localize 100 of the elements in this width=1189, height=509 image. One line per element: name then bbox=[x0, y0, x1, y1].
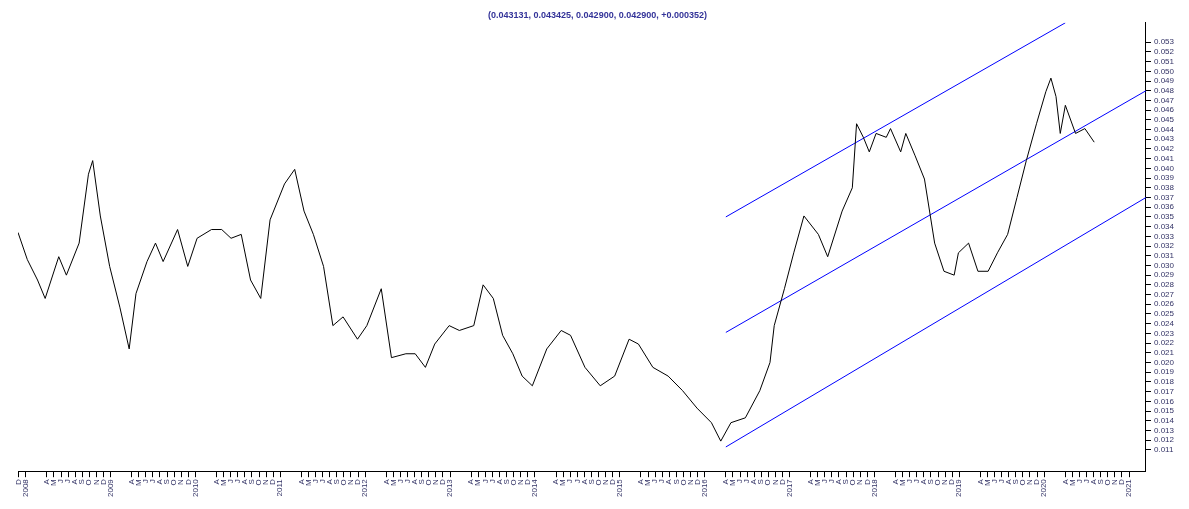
x-tick-label: M bbox=[1067, 478, 1077, 486]
y-tick-label: 0.048 bbox=[1153, 85, 1175, 95]
y-tick-label: 0.035 bbox=[1153, 212, 1175, 222]
x-tick-label: D bbox=[98, 478, 108, 485]
x-tick-label: N bbox=[261, 478, 271, 485]
x-tick-label: J bbox=[904, 479, 914, 484]
y-tick-label: 0.037 bbox=[1153, 192, 1175, 202]
x-tick-label: D bbox=[777, 478, 787, 485]
x-tick-label: N bbox=[431, 478, 441, 485]
x-tick-label: 2020 bbox=[1039, 478, 1049, 497]
x-tick-label: J bbox=[650, 479, 660, 484]
x-tick-label: A bbox=[1088, 478, 1098, 485]
x-tick-label: J bbox=[1074, 479, 1084, 484]
x-tick-label: 2013 bbox=[445, 478, 455, 497]
y-tick-label: 0.027 bbox=[1153, 289, 1175, 299]
x-tick-label: 2010 bbox=[190, 478, 200, 497]
x-tick-label: A bbox=[1003, 478, 1013, 485]
x-tick-label: 2021 bbox=[1124, 478, 1134, 497]
x-tick-label: J bbox=[395, 479, 405, 484]
x-tick-label: 2019 bbox=[954, 478, 964, 497]
y-tick-label: 0.028 bbox=[1153, 280, 1175, 290]
x-tick-label: A bbox=[1060, 478, 1070, 485]
x-tick-label: J bbox=[996, 479, 1006, 484]
x-tick-label: J bbox=[233, 479, 243, 484]
y-tick-label: 0.049 bbox=[1153, 76, 1175, 86]
y-tick-label: 0.030 bbox=[1153, 260, 1175, 270]
x-tick-label: A bbox=[211, 478, 221, 485]
x-tick-label: D bbox=[1117, 478, 1127, 485]
y-tick-label: 0.033 bbox=[1153, 231, 1175, 241]
x-tick-label: A bbox=[155, 478, 165, 485]
x-tick-label: D bbox=[862, 478, 872, 485]
y-tick-label: 0.024 bbox=[1153, 318, 1175, 328]
x-tick-label: M bbox=[49, 478, 59, 486]
y-tick-label: 0.043 bbox=[1153, 134, 1175, 144]
x-tick-label: A bbox=[834, 478, 844, 485]
x-tick-label: N bbox=[515, 478, 525, 485]
y-tick-label: 0.013 bbox=[1153, 425, 1175, 435]
x-tick-label: J bbox=[742, 479, 752, 484]
x-tick-label: D bbox=[947, 478, 957, 485]
x-tick-label: N bbox=[770, 478, 780, 485]
x-tick-label: J bbox=[565, 479, 575, 484]
x-tick-label: O bbox=[1102, 479, 1112, 486]
y-tick-label: 0.039 bbox=[1153, 173, 1175, 183]
x-tick-label: J bbox=[1081, 479, 1091, 484]
x-tick-label: N bbox=[91, 478, 101, 485]
x-tick-label: S bbox=[501, 479, 511, 485]
x-tick-label: D bbox=[13, 478, 23, 485]
x-tick-label: J bbox=[63, 479, 73, 484]
x-tick-label: A bbox=[324, 478, 334, 485]
x-tick-label: M bbox=[812, 478, 822, 486]
x-tick-label: J bbox=[487, 479, 497, 484]
x-tick-label: J bbox=[989, 479, 999, 484]
x-tick-label: J bbox=[141, 479, 151, 484]
x-tick-label: A bbox=[240, 478, 250, 485]
y-tick-label: 0.052 bbox=[1153, 47, 1175, 57]
x-tick-label: A bbox=[890, 478, 900, 485]
x-tick-label: O bbox=[508, 479, 518, 486]
y-tick-label: 0.016 bbox=[1153, 396, 1175, 406]
x-tick-label: O bbox=[424, 479, 433, 486]
x-tick-label: S bbox=[77, 479, 87, 485]
x-tick-label: O bbox=[593, 479, 603, 486]
y-tick-label: 0.029 bbox=[1153, 270, 1175, 280]
x-tick-label: O bbox=[848, 479, 858, 486]
x-tick-label: A bbox=[494, 478, 504, 485]
x-tick-label: 2018 bbox=[869, 478, 879, 497]
y-tick-label: 0.019 bbox=[1153, 367, 1175, 377]
x-tick-label: N bbox=[855, 478, 865, 485]
x-tick-label: A bbox=[42, 478, 52, 485]
x-tick-label: N bbox=[176, 478, 186, 485]
x-tick-label: O bbox=[254, 479, 264, 486]
x-tick-label: 2009 bbox=[105, 478, 115, 497]
x-tick-label: J bbox=[827, 479, 837, 484]
x-tick-label: 2015 bbox=[614, 478, 624, 497]
y-tick-label: 0.017 bbox=[1153, 386, 1175, 396]
x-tick-label: J bbox=[480, 479, 490, 484]
x-tick-label: A bbox=[975, 478, 985, 485]
x-tick-label: N bbox=[940, 478, 950, 485]
y-tick-label: 0.041 bbox=[1153, 153, 1175, 163]
x-tick-label: O bbox=[1018, 479, 1028, 486]
y-tick-label: 0.025 bbox=[1153, 309, 1175, 319]
y-tick-label: 0.050 bbox=[1153, 66, 1175, 76]
x-tick-label: J bbox=[735, 479, 745, 484]
y-tick-label: 0.047 bbox=[1153, 95, 1175, 105]
x-tick-label: 2017 bbox=[784, 478, 794, 497]
x-tick-label: D bbox=[183, 478, 193, 485]
x-tick-label: J bbox=[402, 479, 412, 484]
x-tick-label: S bbox=[586, 479, 596, 485]
x-tick-label: D bbox=[268, 478, 278, 485]
y-tick-label: 0.045 bbox=[1153, 115, 1175, 125]
y-tick-label: 0.026 bbox=[1153, 299, 1175, 309]
x-tick-label: S bbox=[841, 479, 851, 485]
x-tick-label: N bbox=[1025, 478, 1035, 485]
x-tick-label: N bbox=[600, 478, 610, 485]
y-tick-label: 0.031 bbox=[1153, 250, 1175, 260]
x-tick-label: S bbox=[416, 479, 426, 485]
x-tick-label: M bbox=[897, 478, 907, 486]
x-tick-label: S bbox=[1011, 479, 1021, 485]
x-tick-label: M bbox=[303, 478, 313, 486]
x-tick-label: A bbox=[664, 478, 674, 485]
x-tick-label: 2011 bbox=[275, 478, 285, 497]
